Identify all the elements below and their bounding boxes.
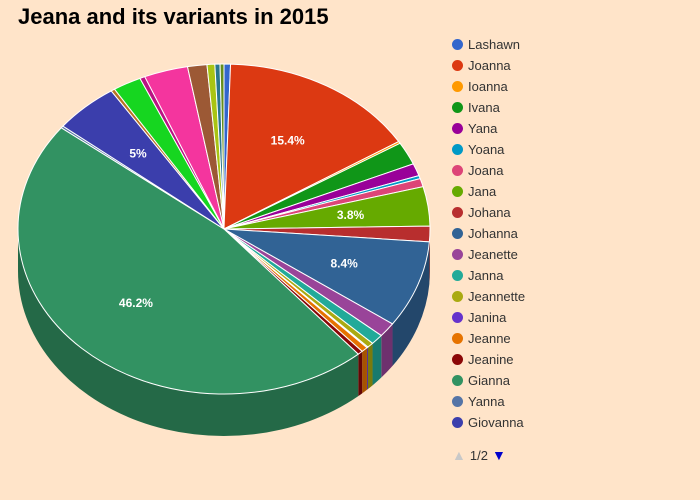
pie-slice-joanna[interactable] xyxy=(223,63,400,230)
legend-label: Janna xyxy=(468,268,504,283)
legend-prev-page-icon[interactable]: ▲ xyxy=(452,447,466,463)
legend-item-giovanna[interactable]: Giovanna xyxy=(452,412,525,433)
legend-label: Janina xyxy=(468,310,507,325)
legend-item-yanna[interactable]: Yanna xyxy=(452,391,525,412)
pie-slice-unnamed-26[interactable] xyxy=(219,63,225,230)
legend-item-jeannette[interactable]: Jeannette xyxy=(452,286,525,307)
legend-swatch xyxy=(452,102,463,113)
legend-item-joanna[interactable]: Joanna xyxy=(452,55,525,76)
legend-item-yana[interactable]: Yana xyxy=(452,118,525,139)
pie-labels-layer: 15.4% 3.8% 8.4% 46.2% 5% xyxy=(119,133,365,310)
legend-item-ioanna[interactable]: Ioanna xyxy=(452,76,525,97)
legend-label: Yana xyxy=(468,121,498,136)
legend-swatch xyxy=(452,249,463,260)
legend-label: Jeanine xyxy=(468,352,514,367)
legend-item-johana[interactable]: Johana xyxy=(452,202,525,223)
legend-swatch xyxy=(452,144,463,155)
pie-slice-side-johanna xyxy=(392,241,430,366)
legend-swatch xyxy=(452,312,463,323)
legend-swatch xyxy=(452,60,463,71)
chart-title: Jeana and its variants in 2015 xyxy=(18,4,329,29)
legend-item-jeanette[interactable]: Jeanette xyxy=(452,244,525,265)
pie-top-layer xyxy=(17,63,431,395)
pie-slice-johanna[interactable] xyxy=(223,228,430,325)
legend-swatch xyxy=(452,417,463,428)
pie-slice-side-janna xyxy=(372,335,382,386)
legend-label: Jeanette xyxy=(468,247,518,262)
pie-slice-label-giovanna: 5% xyxy=(129,146,147,160)
legend-label: Gianna xyxy=(468,373,510,388)
legend-item-janna[interactable]: Janna xyxy=(452,265,525,286)
legend-item-jeanne[interactable]: Jeanne xyxy=(452,328,525,349)
legend-label: Jeannette xyxy=(468,289,526,304)
legend-item-lashawn[interactable]: Lashawn xyxy=(452,34,525,55)
pie-slice-label-joanna: 15.4% xyxy=(271,133,305,147)
legend-swatch xyxy=(452,354,463,365)
legend-item-joana[interactable]: Joana xyxy=(452,160,525,181)
legend-swatch xyxy=(452,39,463,50)
legend-item-janina[interactable]: Janina xyxy=(452,307,525,328)
pie-depth-layer xyxy=(18,229,430,436)
legend-item-johanna[interactable]: Johanna xyxy=(452,223,525,244)
legend-swatch xyxy=(452,81,463,92)
legend-label: Ivana xyxy=(468,100,500,115)
legend-swatch xyxy=(452,228,463,239)
legend-label: Jeanne xyxy=(468,331,511,346)
legend-item-jeanine[interactable]: Jeanine xyxy=(452,349,525,370)
legend-label: Johana xyxy=(468,205,511,220)
pie-slice-gianna[interactable] xyxy=(17,127,360,395)
legend-swatch xyxy=(452,207,463,218)
pie-slice-side-jeanine xyxy=(358,351,363,397)
pie-slice-label-jana: 3.8% xyxy=(337,208,365,222)
legend-swatch xyxy=(452,165,463,176)
legend-label: Ioanna xyxy=(468,79,508,94)
legend-label: Yoana xyxy=(468,142,505,157)
legend-swatch xyxy=(452,186,463,197)
legend-swatch xyxy=(452,291,463,302)
legend-label: Yanna xyxy=(468,394,505,409)
pie-slice-side-gianna xyxy=(18,229,359,436)
legend-swatch xyxy=(452,396,463,407)
legend-label: Giovanna xyxy=(468,415,524,430)
legend-label: Lashawn xyxy=(468,37,521,52)
legend-swatch xyxy=(452,333,463,344)
legend-label: Jana xyxy=(468,184,497,199)
legend: Lashawn Joanna Ioanna Ivana Yana Yoana Joana Ja… xyxy=(452,34,525,433)
legend-swatch xyxy=(452,123,463,134)
legend-swatch xyxy=(452,270,463,281)
legend-item-gianna[interactable]: Gianna xyxy=(452,370,525,391)
pie-slice-side-janina xyxy=(366,347,368,390)
legend-next-page-icon[interactable]: ▼ xyxy=(491,447,506,463)
legend-item-ivana[interactable]: Ivana xyxy=(452,97,525,118)
pie-slice-side-jeanette xyxy=(381,323,393,378)
pie-slice-side-jeannette xyxy=(367,343,373,390)
legend-item-yoana[interactable]: Yoana xyxy=(452,139,525,160)
legend-page-indicator: 1/2 xyxy=(469,447,488,463)
legend-label: Johanna xyxy=(468,226,518,241)
legend-item-jana[interactable]: Jana xyxy=(452,181,525,202)
legend-swatch xyxy=(452,375,463,386)
legend-label: Joanna xyxy=(468,58,511,73)
legend-pager: ▲ 1/2 ▼ xyxy=(452,447,506,463)
pie-slice-label-gianna: 46.2% xyxy=(119,296,153,310)
pie-slice-label-johanna: 8.4% xyxy=(330,257,358,271)
pie-slice-side-jeanne xyxy=(362,347,367,394)
legend-label: Joana xyxy=(468,163,504,178)
